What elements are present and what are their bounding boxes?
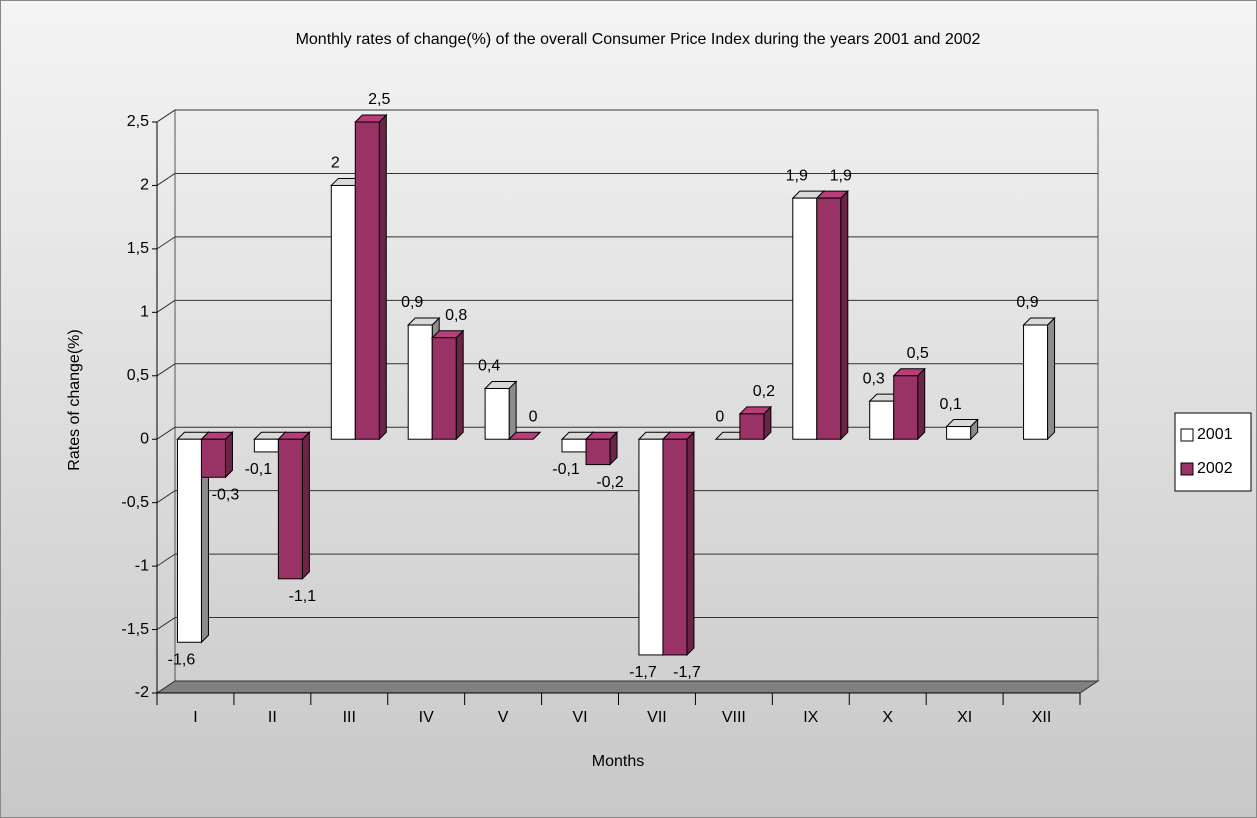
bar-side xyxy=(917,367,926,441)
x-tick-label: V xyxy=(498,709,509,726)
x-tick-label: I xyxy=(193,709,197,726)
bar xyxy=(638,438,664,656)
grid-line-side xyxy=(156,553,176,567)
data-label: -0,3 xyxy=(212,487,240,504)
grid-line-side xyxy=(156,617,176,630)
bar-side xyxy=(224,431,233,479)
legend-swatch xyxy=(1180,428,1194,442)
x-tick-label: II xyxy=(268,709,277,726)
grid-line-side xyxy=(156,426,176,440)
x-tick-label: III xyxy=(343,709,356,726)
data-label: 0 xyxy=(529,408,538,425)
x-tick-label: VII xyxy=(647,709,667,726)
data-label: -1,7 xyxy=(629,664,657,681)
data-label: -0,1 xyxy=(245,461,273,478)
y-tick-label: -2 xyxy=(135,684,149,701)
bar xyxy=(869,400,895,440)
data-label: 0,9 xyxy=(401,294,423,311)
data-label: -1,1 xyxy=(289,588,317,605)
bar xyxy=(946,426,972,440)
data-label: 2 xyxy=(331,155,340,172)
legend-label: 2002 xyxy=(1197,460,1233,477)
chart-title: Monthly rates of change(%) of the overal… xyxy=(296,31,981,48)
bar xyxy=(407,324,433,440)
bar xyxy=(431,337,457,440)
bar xyxy=(1023,324,1049,440)
grid-line-side xyxy=(156,109,176,123)
x-tick-label: IV xyxy=(419,709,434,726)
data-label: -1,7 xyxy=(673,664,701,681)
bar-side xyxy=(455,329,464,441)
bar xyxy=(816,197,842,440)
y-tick-label: 0,5 xyxy=(127,367,149,384)
bar xyxy=(662,438,688,656)
x-tick-label: IX xyxy=(803,709,818,726)
bar-side xyxy=(686,431,695,657)
bar xyxy=(739,413,765,440)
data-label: 1,9 xyxy=(786,167,808,184)
y-tick-label: -1 xyxy=(135,557,149,574)
data-label: 0,3 xyxy=(863,370,885,387)
x-tick-label: VIII xyxy=(722,709,746,726)
grid-line-side xyxy=(156,236,176,250)
legend-box xyxy=(1174,412,1252,492)
data-label: 0,2 xyxy=(753,383,775,400)
y-tick-label: -1,5 xyxy=(121,621,149,638)
data-label: -0,2 xyxy=(596,474,624,491)
bar xyxy=(330,184,356,440)
x-tick-label: XII xyxy=(1032,709,1052,726)
bar-side xyxy=(378,113,387,441)
legend-label: 2001 xyxy=(1197,426,1233,443)
y-tick-label: 2 xyxy=(140,177,149,194)
bar-top xyxy=(507,431,542,440)
data-label: 0,5 xyxy=(907,345,929,362)
legend-swatch xyxy=(1180,462,1194,476)
data-label: 0,1 xyxy=(940,396,962,413)
data-label: 0 xyxy=(715,408,724,425)
bar-side xyxy=(508,380,517,441)
y-tick-label: -0,5 xyxy=(121,494,149,511)
bar xyxy=(277,438,303,580)
bar-side xyxy=(1047,316,1056,441)
bar xyxy=(893,375,919,440)
data-label: 0,8 xyxy=(445,307,467,324)
bar xyxy=(200,438,226,478)
data-label: -0,1 xyxy=(552,461,580,478)
y-tick-label: 1 xyxy=(140,304,149,321)
bar xyxy=(253,438,279,453)
bar xyxy=(792,197,818,440)
bar xyxy=(561,438,587,453)
bar-side xyxy=(840,189,849,441)
grid-line-side xyxy=(156,490,176,504)
bar-side xyxy=(301,431,310,581)
bar xyxy=(176,438,202,643)
grid-line-side xyxy=(156,299,176,313)
data-label: -1,6 xyxy=(168,651,196,668)
y-tick-label: 0 xyxy=(140,430,149,447)
grid-line-side xyxy=(156,363,176,377)
data-label: 1,9 xyxy=(830,167,852,184)
floor xyxy=(155,680,1100,694)
data-label: 0,4 xyxy=(478,358,500,375)
y-tick-label: 1,5 xyxy=(127,240,149,257)
x-tick-label: X xyxy=(882,709,893,726)
bar xyxy=(484,387,510,440)
data-label: 2,5 xyxy=(368,91,390,108)
x-tick-label: VI xyxy=(572,709,587,726)
grid-line-side xyxy=(156,173,176,186)
y-axis-title: Rates of change(%) xyxy=(66,329,83,470)
x-tick-label: XI xyxy=(957,709,972,726)
y-tick-label: 2,5 xyxy=(127,113,149,130)
bar xyxy=(354,121,380,440)
bar xyxy=(585,438,611,466)
x-axis-title: Months xyxy=(592,753,644,770)
data-label: 0,9 xyxy=(1016,294,1038,311)
